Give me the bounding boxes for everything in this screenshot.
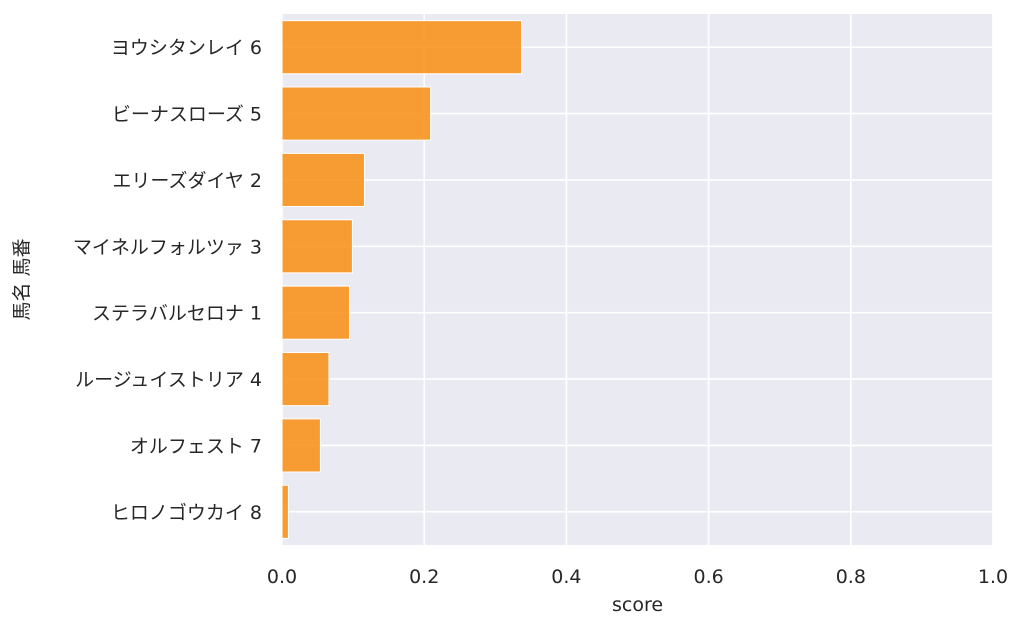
y-tick-labels: ヨウシタンレイ 6 ビーナスローズ 5 エリーズダイヤ 2 マイネルフォルツァ 3 ステ… [73,37,262,524]
x-tick-label: 0.0 [267,566,297,588]
x-tick-label: 1.0 [978,566,1008,588]
y-tick-label: エリーズダイヤ 2 [112,170,262,192]
x-axis-title: score [612,594,663,616]
bar [281,152,365,207]
y-tick-label: ビーナスローズ 5 [112,104,262,126]
x-tick-label: 0.6 [693,566,723,588]
bars [281,20,523,539]
y-tick-label: マイネルフォルツァ 3 [73,236,262,258]
y-tick-label: オルフェスト 7 [130,435,262,457]
x-tick-label: 0.2 [409,566,439,588]
bar [281,352,330,407]
y-tick-label: ヒロノゴウカイ 8 [111,502,262,524]
y-axis-title: 馬名 馬番 [11,238,33,320]
y-tick-label: ステラバルセロナ 1 [92,303,262,325]
x-tick-label: 0.8 [836,566,866,588]
x-tick-label: 0.4 [551,566,581,588]
bar [281,86,432,141]
bar [281,285,351,340]
y-tick-label: ルージュイストリア 4 [75,369,262,391]
bar [281,484,289,539]
bar [281,418,321,473]
bar [281,219,353,274]
bar [281,20,523,75]
x-tick-labels: 0.0 0.2 0.4 0.6 0.8 1.0 [267,566,1008,588]
y-tick-label: ヨウシタンレイ 6 [111,37,262,59]
